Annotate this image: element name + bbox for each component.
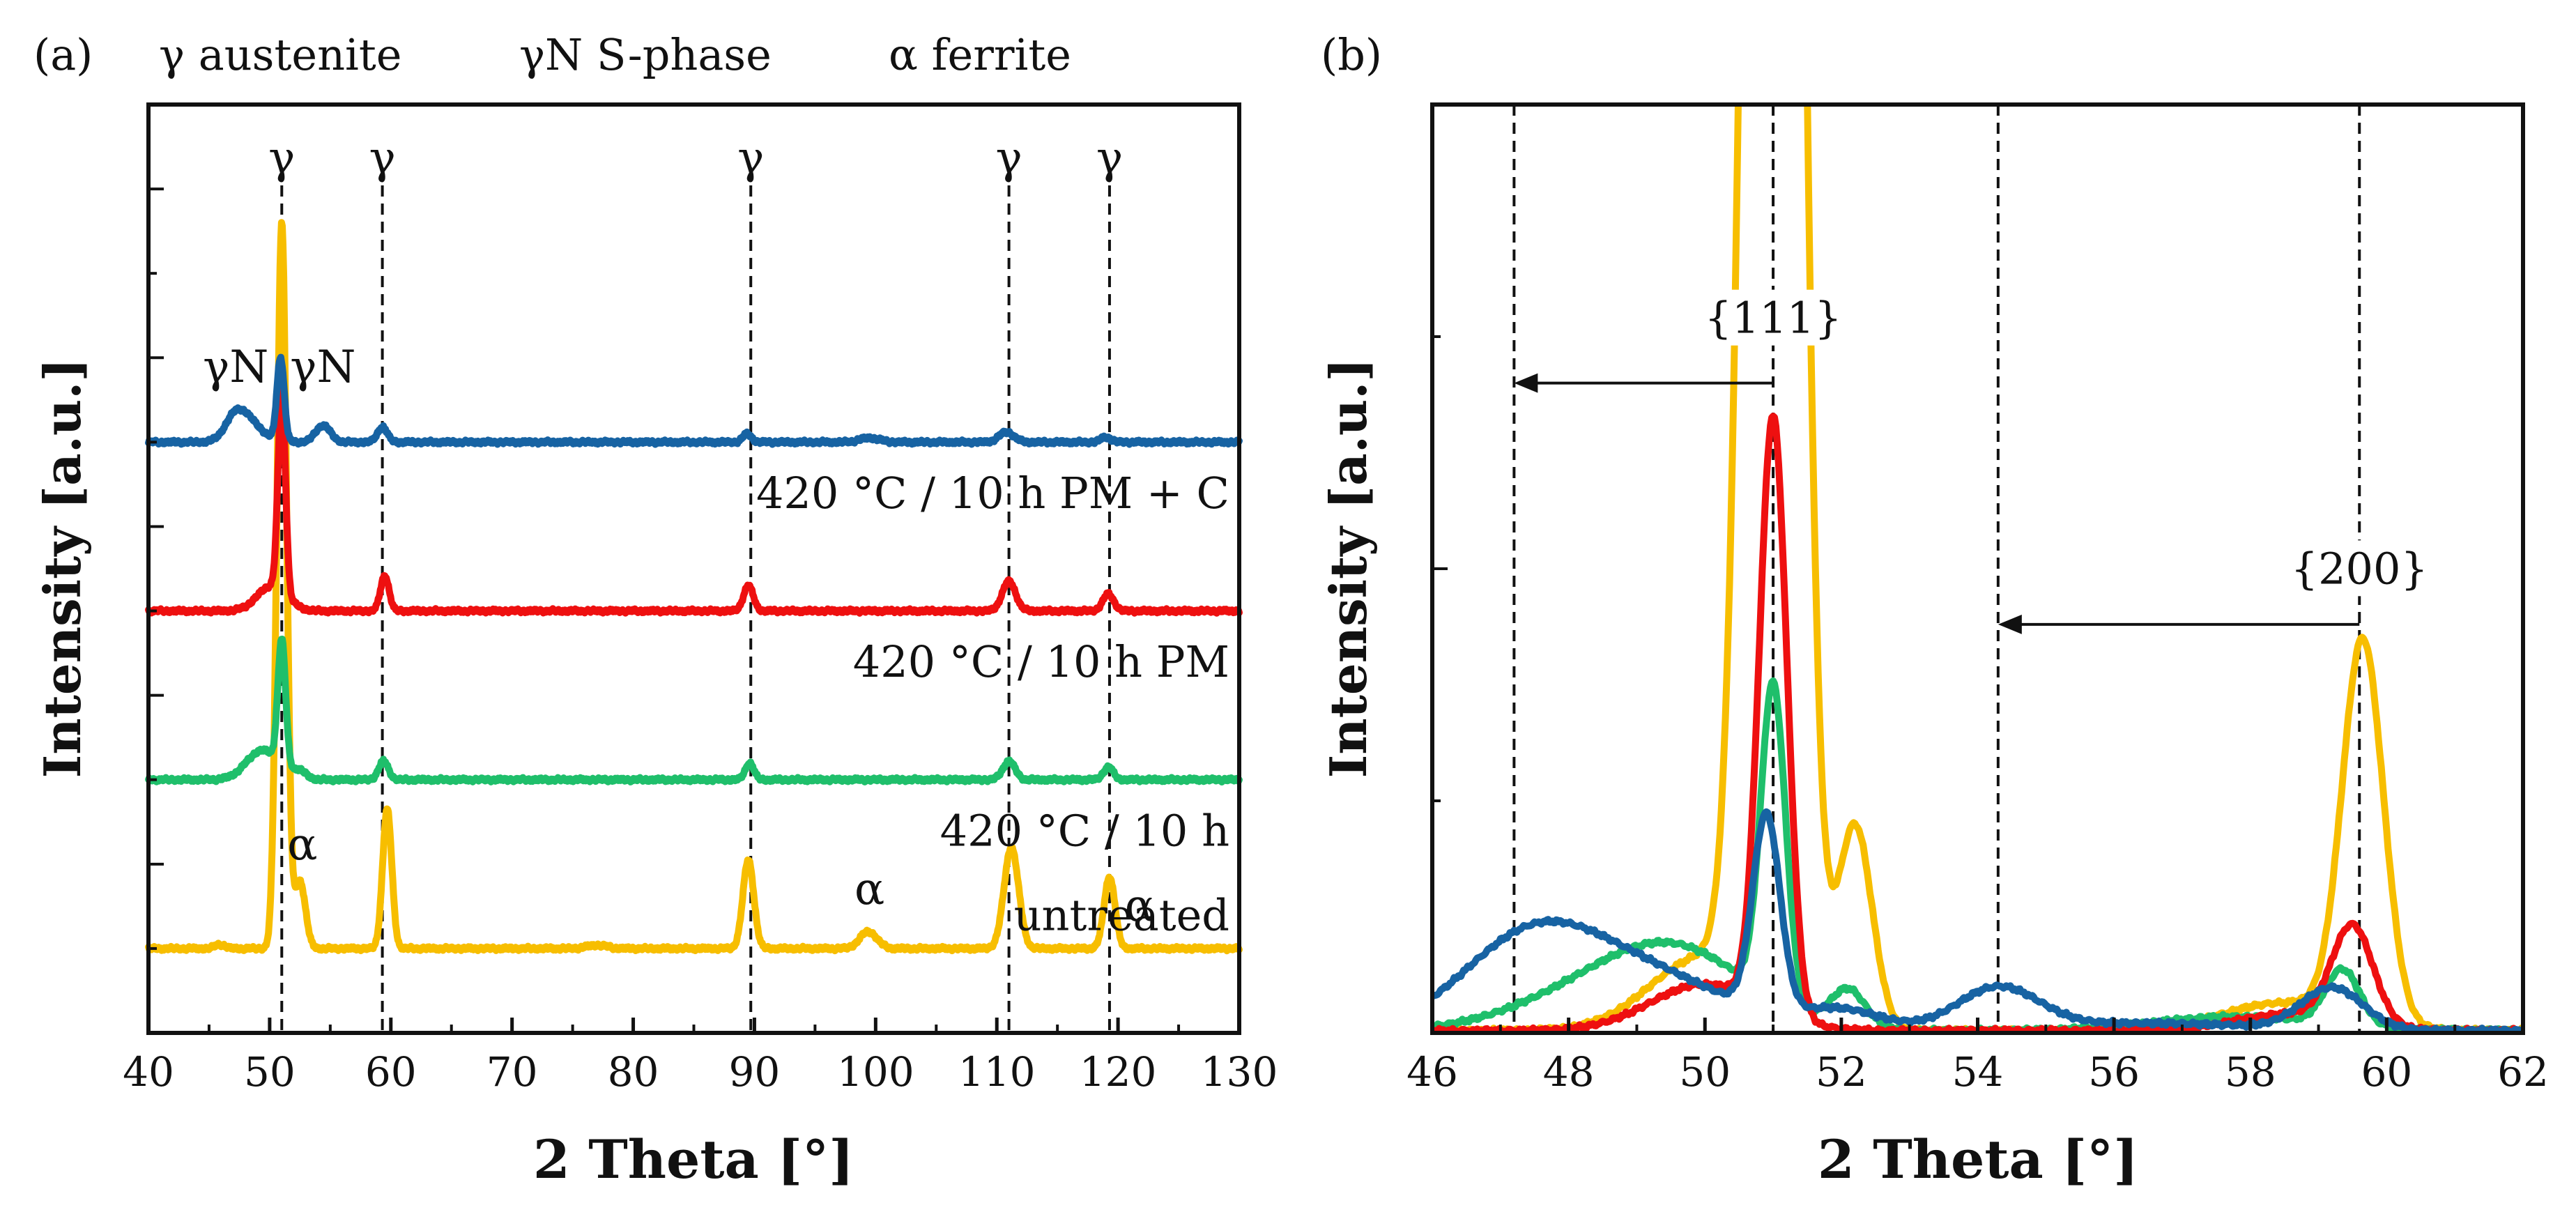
- series-label: 420 °C / 10 h: [940, 805, 1229, 856]
- panel-a-ticks: 40 50 60 70 80 90 100 110 120 130: [123, 187, 1278, 1096]
- x-tick-label: 120: [1080, 1048, 1157, 1096]
- gamma-label: γ: [1096, 132, 1123, 184]
- panel-a-label: (a): [33, 29, 93, 80]
- x-tick-label: 130: [1201, 1048, 1278, 1096]
- x-tick-label: 40: [123, 1048, 174, 1096]
- legend-austenite: γ austenite: [159, 29, 401, 80]
- x-tick-label: 60: [365, 1048, 417, 1096]
- x-tick-label: 50: [244, 1048, 296, 1096]
- gamma-label: γ: [268, 132, 295, 184]
- series-label: 420 °C / 10 h PM: [853, 636, 1229, 687]
- panel-a-peak-labels: γ γ γ γ γ γN γN α α α 420 °C / 10 h PM + C 420 °C /…: [203, 132, 1229, 940]
- x-tick-label: 100: [837, 1048, 914, 1096]
- panel-b-annotations: {111} {200}: [1514, 289, 2430, 634]
- panel-b-label: (b): [1321, 29, 1382, 80]
- panel-a-ylabel: Intensity [a.u.]: [33, 358, 92, 779]
- x-tick-label: 54: [1952, 1048, 2004, 1096]
- legend-ferrite: α ferrite: [889, 29, 1071, 80]
- gamma-n-label: γN: [203, 342, 268, 393]
- x-tick-label: 46: [1406, 1048, 1458, 1096]
- x-tick-label: 110: [958, 1048, 1036, 1096]
- alpha-label: α: [287, 819, 317, 871]
- panel-a-xlabel: 2 Theta [°]: [533, 1128, 854, 1190]
- x-tick-label: 70: [486, 1048, 538, 1096]
- series-line: [145, 636, 1243, 785]
- x-tick-label: 62: [2497, 1048, 2549, 1096]
- x-tick-label: 58: [2225, 1048, 2276, 1096]
- panel-b-ticks: 46 48 50 52 54 56 58 60 62: [1406, 335, 2549, 1096]
- gamma-label: γ: [369, 132, 395, 184]
- panel-b-reference-lines: [1512, 105, 2361, 1033]
- panel-b-traces: [1432, 105, 2523, 1033]
- panel-b: (b) {111} {200} 46 48 50 52 54 56 58 60 62 2 Thet…: [1319, 29, 2549, 1190]
- annotation-background: [2290, 540, 2430, 597]
- panel-a-traces: [145, 219, 1243, 955]
- panel-a-reference-lines: [280, 167, 1111, 1033]
- panel-b-ylabel: Intensity [a.u.]: [1319, 358, 1378, 779]
- annotation-background: [1703, 289, 1843, 346]
- x-tick-label: 80: [608, 1048, 659, 1096]
- panel-b-xlabel: 2 Theta [°]: [1818, 1128, 2138, 1190]
- x-tick-label: 56: [2088, 1048, 2140, 1096]
- series-label: untreated: [1014, 889, 1229, 940]
- arrow-head: [1514, 373, 1538, 393]
- gamma-label: γ: [737, 132, 764, 184]
- x-tick-label: 48: [1543, 1048, 1595, 1096]
- x-tick-label: 50: [1679, 1048, 1731, 1096]
- x-tick-label: 52: [1816, 1048, 1867, 1096]
- x-tick-label: 90: [729, 1048, 781, 1096]
- legend-s-phase: γN S-phase: [519, 29, 772, 80]
- annotation-label: {111}: [1704, 293, 1841, 344]
- x-tick-label: 60: [2361, 1048, 2412, 1096]
- annotation-label: {200}: [2291, 543, 2428, 594]
- series-line: [145, 353, 1243, 448]
- alpha-label: α: [854, 864, 884, 915]
- arrow-head: [1998, 614, 2022, 634]
- series-line: [145, 384, 1243, 617]
- series-line: [145, 219, 1243, 955]
- series-line: [1432, 105, 2523, 1033]
- gamma-n-label: γN: [290, 342, 355, 393]
- series-line: [1432, 808, 2523, 1033]
- series-label: 420 °C / 10 h PM + C: [756, 468, 1229, 519]
- alpha-label: α: [1125, 880, 1155, 932]
- gamma-label: γ: [995, 132, 1022, 184]
